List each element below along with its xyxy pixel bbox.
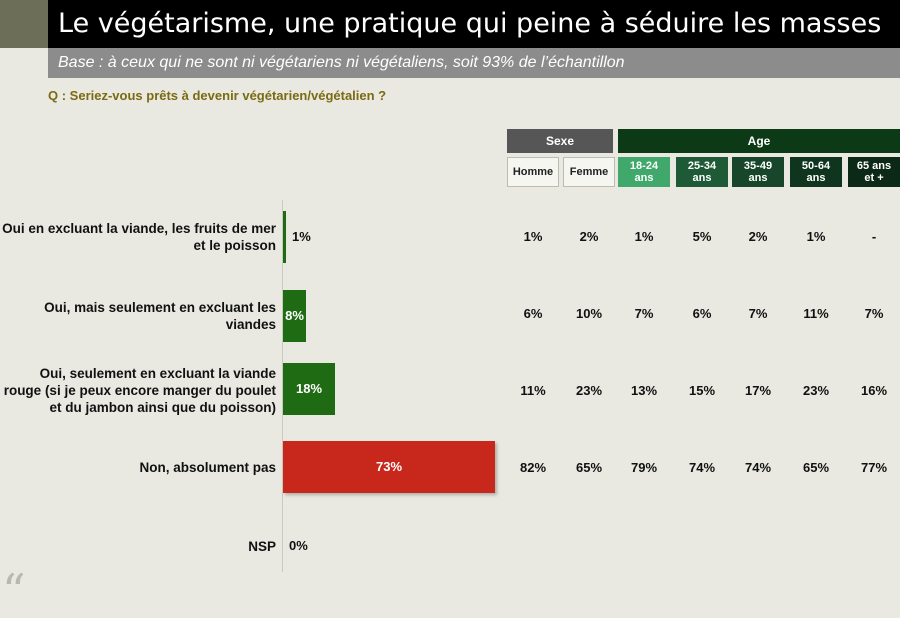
table-cell: 77% [860,460,888,475]
table-cell: 5% [692,229,712,244]
table-cell: 16% [860,383,888,398]
bar-3 [283,363,335,415]
bar-value-label-5: 0% [289,538,308,553]
column-header-line: 50-64 [801,160,831,172]
column-header-1: Homme [507,157,559,187]
column-header-line: ans [634,172,654,184]
table-cell: 15% [688,383,716,398]
column-header-line: Femme [569,166,609,178]
table-cell: 2% [748,229,768,244]
quote-mark-decoration: “ [2,564,26,618]
column-header-6: 50-64 ans [790,157,842,187]
group-header-age: Age [618,129,900,153]
column-header-line: ans [806,172,826,184]
bar-value-label-3: 18% [295,381,323,396]
table-cell: 7% [634,306,654,321]
column-header-line: 35-49 [743,160,773,172]
bar-value-label-4: 73% [375,459,403,474]
column-header-line: 65 ans [856,160,892,172]
table-cell: 74% [744,460,772,475]
row-label-5: NSP [248,538,276,554]
table-cell: 6% [523,306,543,321]
chart-axis-line [282,200,283,572]
group-header-sexe: Sexe [507,129,613,153]
table-cell: 1% [806,229,826,244]
bar-1 [283,211,286,263]
table-cell: 17% [744,383,772,398]
bar-value-label-2: 8% [285,308,304,323]
row-label-4: Non, absolument pas [139,459,276,475]
bar-4 [283,441,495,493]
page-title: Le végétarisme, une pratique qui peine à… [48,0,900,48]
table-cell: - [871,229,877,244]
bar-2 [283,290,306,342]
table-cell: 82% [519,460,547,475]
table-cell: 2% [579,229,599,244]
page-subtitle: Base : à ceux qui ne sont ni végétariens… [48,48,900,78]
column-header-line: 18-24 [629,160,659,172]
column-header-5: 35-49 ans [732,157,784,187]
left-accent-block [0,0,48,48]
column-header-line: et + [864,172,884,184]
column-header-2: Femme [563,157,615,187]
table-cell: 65% [575,460,603,475]
table-cell: 23% [575,383,603,398]
bar-value-label-1: 1% [292,229,311,244]
table-cell: 11% [520,383,546,398]
row-label-3: Oui, seulement en excluant la viande rou… [3,365,276,415]
table-cell: 10% [575,306,603,321]
column-header-line: ans [748,172,768,184]
column-header-3: 18-24 ans [618,157,670,187]
table-cell: 13% [630,383,658,398]
column-header-line: 25-34 [687,160,717,172]
row-label-2: Oui, mais seulement en excluant les vian… [44,300,276,332]
table-cell: 1% [634,229,654,244]
table-cell: 6% [692,306,712,321]
row-label-1: Oui en excluant la viande, les fruits de… [2,221,276,253]
column-header-7: 65 ans et + [848,157,900,187]
table-cell: 7% [864,306,884,321]
table-cell: 65% [802,460,830,475]
table-cell: 11% [803,306,829,321]
column-header-4: 25-34 ans [676,157,728,187]
column-header-line: ans [692,172,712,184]
column-header-line: Homme [512,166,554,178]
table-cell: 23% [802,383,830,398]
survey-question: Q : Seriez-vous prêts à devenir végétari… [48,88,387,103]
table-cell: 7% [748,306,768,321]
table-cell: 79% [630,460,658,475]
table-cell: 1% [523,229,543,244]
table-cell: 74% [688,460,716,475]
